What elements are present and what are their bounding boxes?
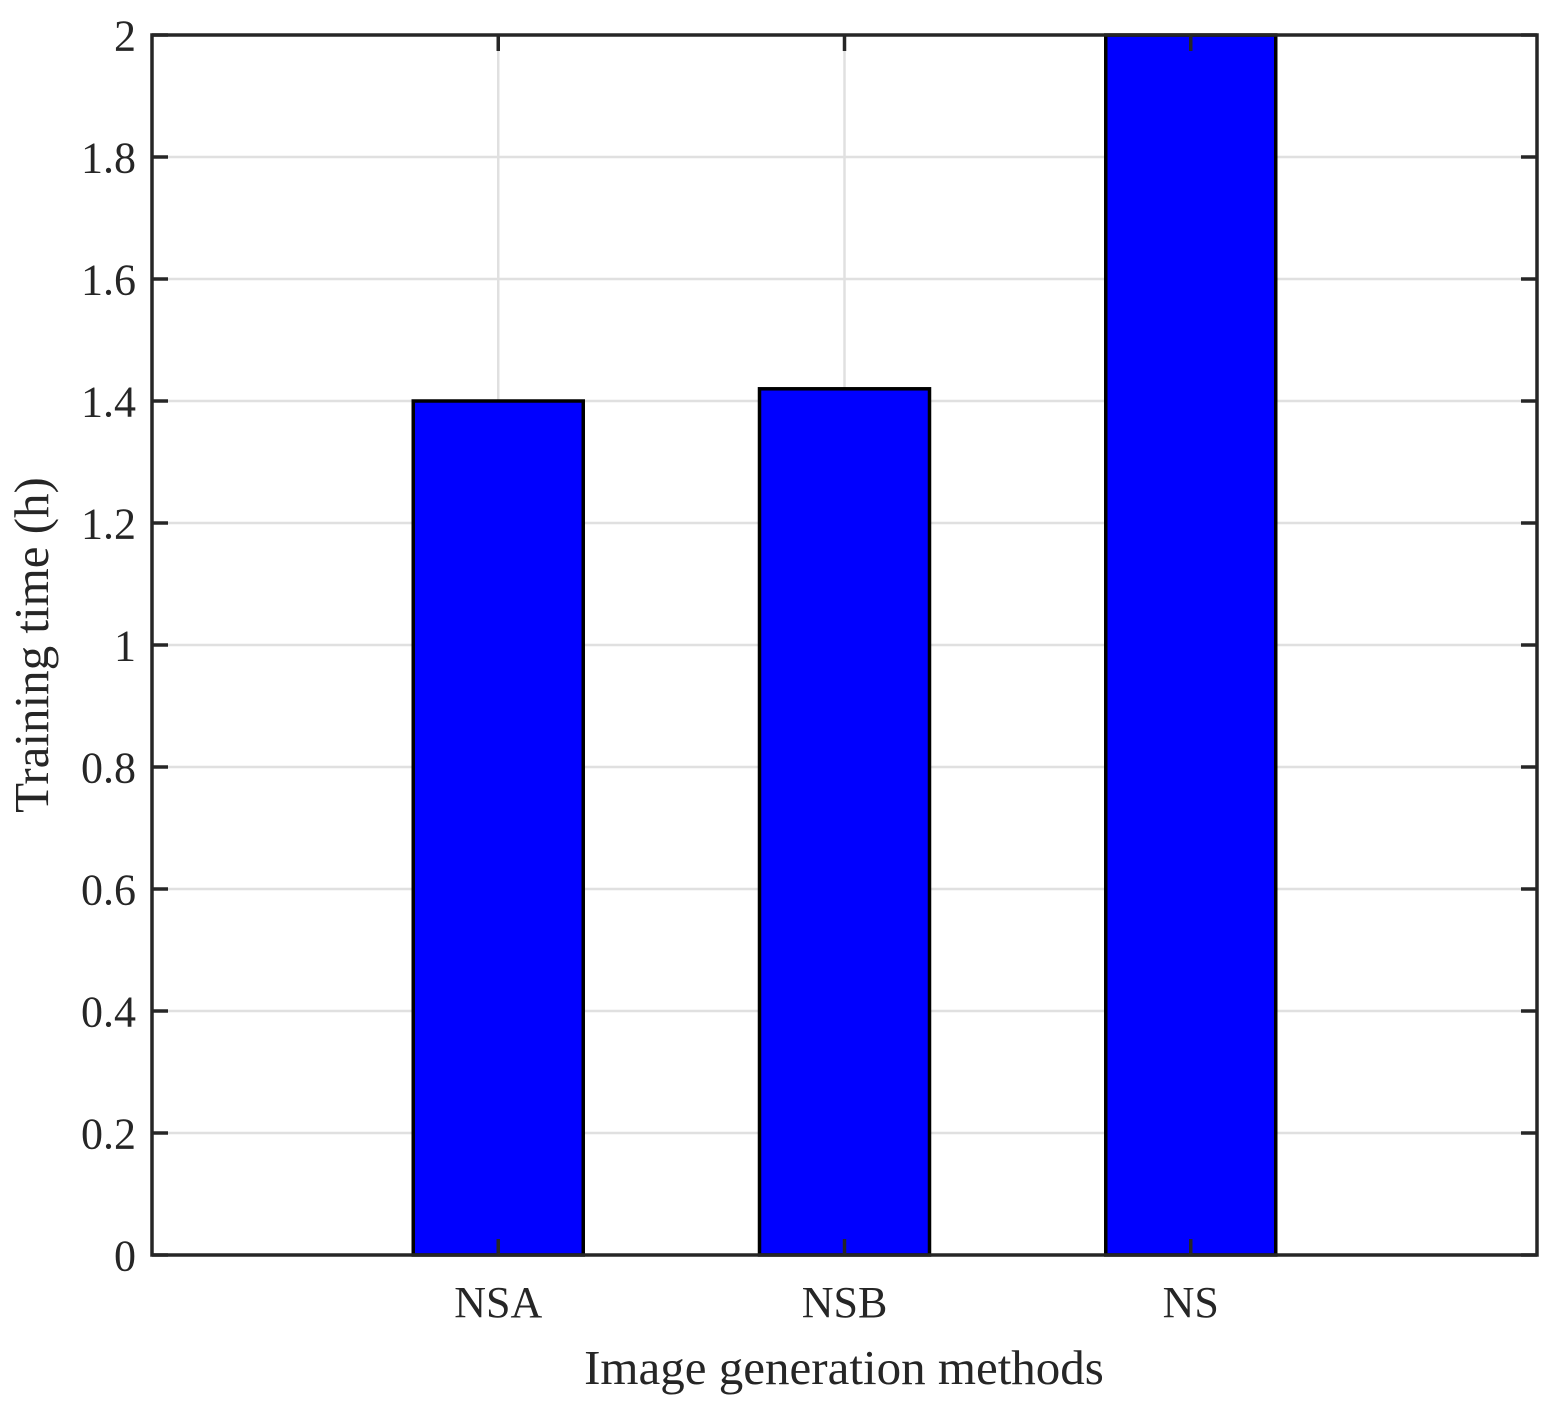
tick-labels: 0 0.2 0.4 0.6 0.8 1 1.2 1.4 1.6 1.8 2 NSA NSB NS bbox=[81, 11, 1219, 1327]
y-tick-label: 1.6 bbox=[81, 255, 136, 304]
x-tick-label: NSB bbox=[802, 1278, 888, 1327]
bar-nsa bbox=[411, 399, 585, 1257]
y-tick-label: 0.4 bbox=[81, 987, 136, 1036]
axes bbox=[150, 33, 1539, 1257]
y-tick-label: 0 bbox=[114, 1231, 136, 1280]
y-tick-label: 1.8 bbox=[81, 133, 136, 182]
bar-ns bbox=[1104, 33, 1278, 1257]
bar-nsb bbox=[757, 387, 932, 1257]
y-tick-label: 0.2 bbox=[81, 1109, 136, 1158]
x-tick-label: NS bbox=[1163, 1278, 1219, 1327]
y-tick-label: 1 bbox=[114, 621, 136, 670]
x-axis-label: Image generation methods bbox=[584, 1340, 1104, 1395]
y-tick-label: 2 bbox=[114, 11, 136, 60]
y-tick-label: 1.2 bbox=[81, 499, 136, 548]
y-tick-label: 1.4 bbox=[81, 377, 136, 426]
bars bbox=[411, 33, 1278, 1257]
x-tick-label: NSA bbox=[454, 1278, 542, 1327]
y-tick-label: 0.6 bbox=[81, 865, 136, 914]
y-axis-label: Training time (h) bbox=[4, 477, 59, 813]
y-tick-label: 0.8 bbox=[81, 743, 136, 792]
